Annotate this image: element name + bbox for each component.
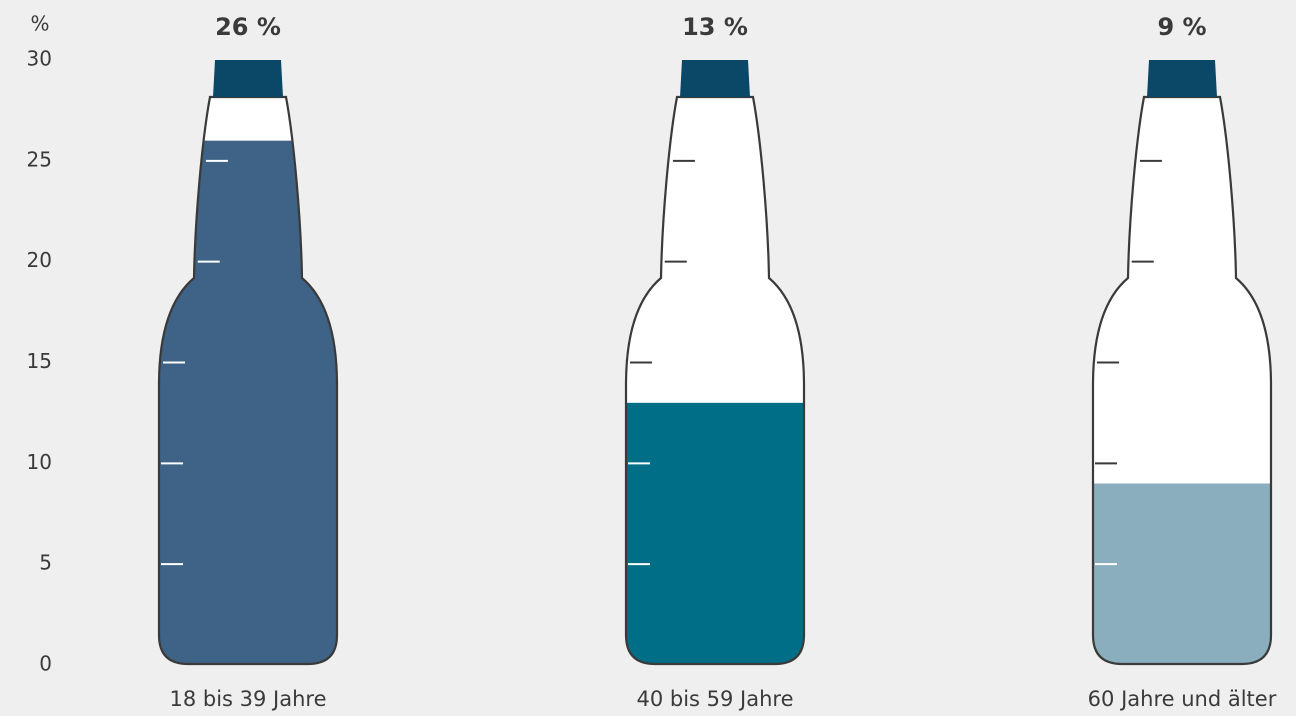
y-tick-label: 0: [39, 652, 52, 676]
bar: [626, 402, 804, 664]
bar: [1093, 483, 1271, 664]
bottle-cap: [1147, 60, 1217, 97]
y-tick-label: 25: [27, 147, 52, 171]
bar: [159, 140, 337, 664]
y-tick-label: 5: [39, 551, 52, 575]
value-label: 9 %: [1157, 13, 1206, 41]
value-label: 13 %: [682, 13, 748, 41]
x-tick-label: 18 bis 39 Jahre: [169, 687, 326, 711]
bottle-outline: [624, 95, 806, 666]
x-tick-label: 60 Jahre und älter: [1088, 687, 1277, 711]
bottle-cap: [680, 60, 750, 97]
y-tick-label: 30: [27, 47, 52, 71]
bottle-outline: [1091, 95, 1273, 666]
bottle-cap: [213, 60, 283, 97]
y-axis-label: %: [30, 12, 49, 36]
y-tick-label: 10: [27, 450, 52, 474]
y-tick-label: 20: [27, 248, 52, 272]
x-tick-label: 40 bis 59 Jahre: [636, 687, 793, 711]
value-label: 26 %: [215, 13, 281, 41]
y-tick-label: 15: [27, 349, 52, 373]
bottle-outline: [157, 95, 339, 666]
